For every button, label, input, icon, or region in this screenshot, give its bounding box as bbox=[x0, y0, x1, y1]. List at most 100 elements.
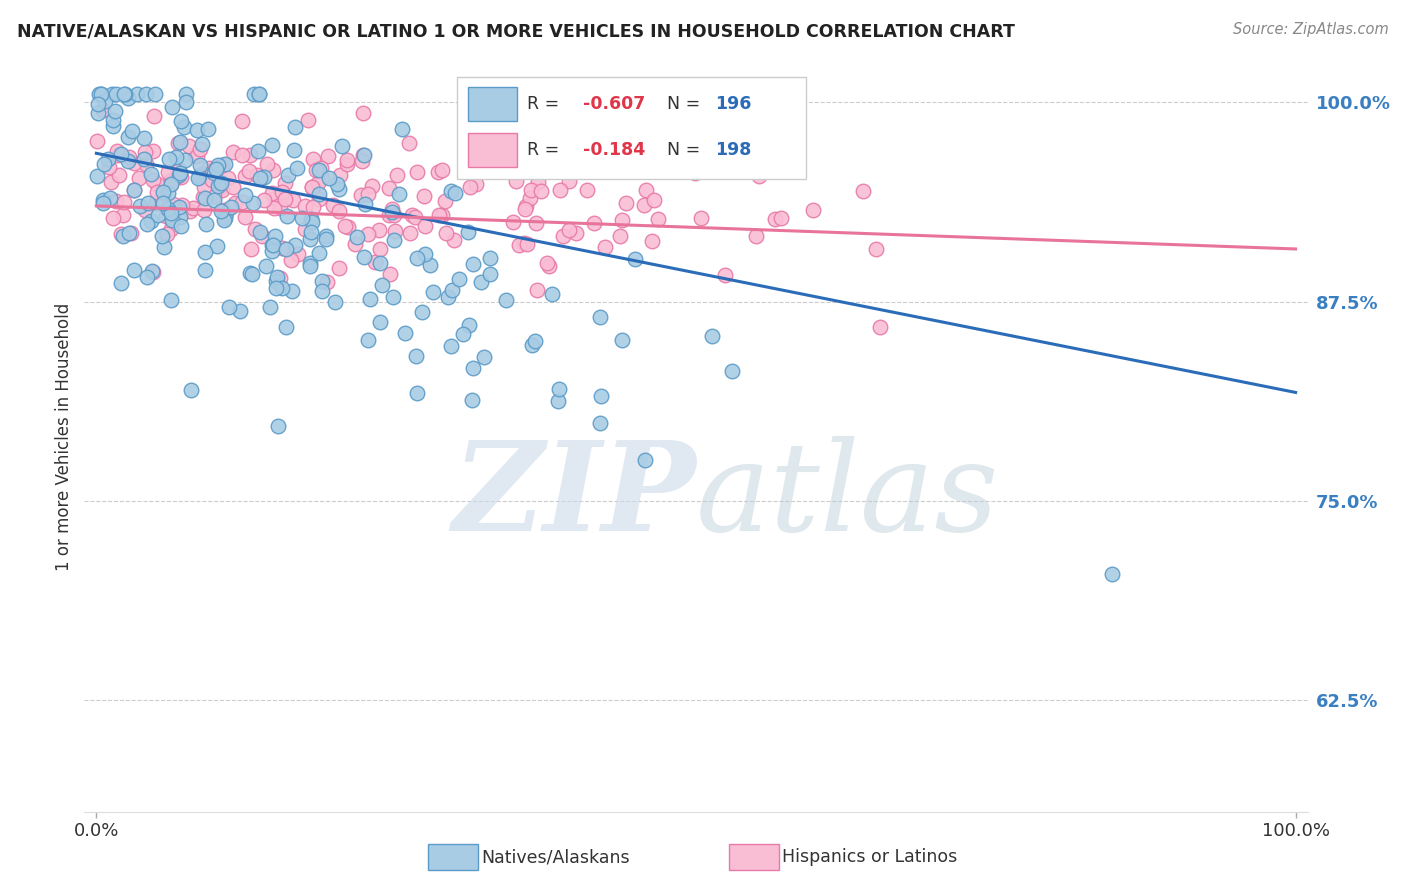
Point bbox=[155, 209, 177, 223]
Point bbox=[763, 211, 786, 226]
Point bbox=[252, 229, 274, 244]
Point bbox=[184, 148, 207, 162]
Point bbox=[167, 136, 190, 151]
Point bbox=[449, 272, 471, 286]
Point bbox=[186, 123, 208, 137]
Point bbox=[384, 224, 406, 238]
Point bbox=[700, 329, 723, 343]
Point bbox=[238, 164, 260, 178]
Point bbox=[239, 148, 262, 162]
Point bbox=[142, 173, 165, 187]
Point bbox=[547, 394, 569, 409]
Point bbox=[422, 285, 444, 299]
Point bbox=[276, 242, 298, 256]
Point bbox=[276, 209, 298, 223]
Point bbox=[381, 289, 404, 303]
Point bbox=[246, 144, 269, 158]
Point bbox=[297, 113, 319, 128]
Point bbox=[641, 234, 664, 248]
Point bbox=[159, 172, 181, 186]
Text: Hispanics or Latinos: Hispanics or Latinos bbox=[782, 848, 957, 866]
Point bbox=[186, 149, 208, 163]
Point bbox=[87, 97, 110, 112]
Point bbox=[209, 180, 232, 194]
Point bbox=[132, 152, 155, 166]
Point bbox=[142, 265, 165, 279]
Point bbox=[121, 124, 143, 138]
Point bbox=[683, 166, 706, 180]
Point bbox=[134, 202, 156, 217]
Text: Source: ZipAtlas.com: Source: ZipAtlas.com bbox=[1233, 22, 1389, 37]
Point bbox=[359, 292, 381, 306]
Point bbox=[156, 227, 179, 241]
Point bbox=[553, 229, 575, 244]
Point bbox=[263, 201, 285, 215]
Point bbox=[159, 205, 181, 219]
Point bbox=[458, 179, 481, 194]
Point bbox=[145, 194, 167, 209]
Point bbox=[548, 183, 571, 197]
Point bbox=[118, 150, 141, 164]
Point bbox=[256, 157, 278, 171]
Point bbox=[283, 193, 305, 207]
Point bbox=[191, 190, 214, 204]
Point bbox=[264, 281, 287, 295]
Point bbox=[267, 418, 290, 433]
Point bbox=[263, 163, 285, 178]
Point bbox=[318, 171, 340, 186]
Point bbox=[247, 87, 270, 102]
Point bbox=[197, 122, 219, 136]
Point bbox=[561, 135, 583, 149]
Point bbox=[436, 290, 458, 304]
Point bbox=[336, 156, 359, 170]
Point bbox=[253, 170, 276, 185]
Point bbox=[440, 184, 463, 198]
Point bbox=[457, 225, 479, 239]
Point bbox=[157, 153, 180, 167]
Point bbox=[93, 157, 115, 171]
Point bbox=[122, 183, 145, 197]
Point bbox=[169, 166, 191, 180]
Point bbox=[614, 196, 637, 211]
Point bbox=[316, 275, 339, 289]
Point bbox=[141, 167, 163, 181]
Point bbox=[86, 169, 108, 183]
Point bbox=[209, 177, 232, 191]
Point bbox=[193, 203, 215, 218]
Point bbox=[110, 147, 132, 161]
Point bbox=[169, 219, 191, 233]
Point bbox=[264, 274, 287, 288]
Point bbox=[284, 238, 307, 252]
Point bbox=[91, 103, 114, 118]
Point bbox=[378, 208, 401, 222]
Point bbox=[558, 222, 581, 236]
Point bbox=[336, 220, 359, 235]
Point bbox=[217, 170, 239, 185]
Point bbox=[526, 283, 548, 297]
Point bbox=[170, 169, 193, 184]
Point bbox=[143, 87, 166, 102]
Point bbox=[589, 389, 612, 403]
Point bbox=[277, 168, 299, 182]
Point bbox=[193, 180, 215, 194]
Point bbox=[394, 326, 416, 340]
Point bbox=[233, 211, 256, 225]
Point bbox=[336, 153, 359, 167]
FancyBboxPatch shape bbox=[728, 844, 779, 871]
Point bbox=[527, 176, 550, 190]
Point bbox=[294, 199, 316, 213]
Point bbox=[269, 270, 291, 285]
Point bbox=[110, 276, 132, 290]
Point bbox=[194, 245, 217, 260]
Point bbox=[170, 113, 193, 128]
Point bbox=[546, 153, 568, 167]
Point bbox=[589, 310, 612, 324]
Point bbox=[211, 158, 233, 172]
Point bbox=[377, 181, 399, 195]
Point bbox=[343, 237, 366, 252]
Point bbox=[270, 241, 292, 255]
Point bbox=[262, 138, 284, 153]
Point bbox=[405, 251, 427, 265]
Point bbox=[404, 211, 426, 225]
Point bbox=[415, 219, 437, 233]
